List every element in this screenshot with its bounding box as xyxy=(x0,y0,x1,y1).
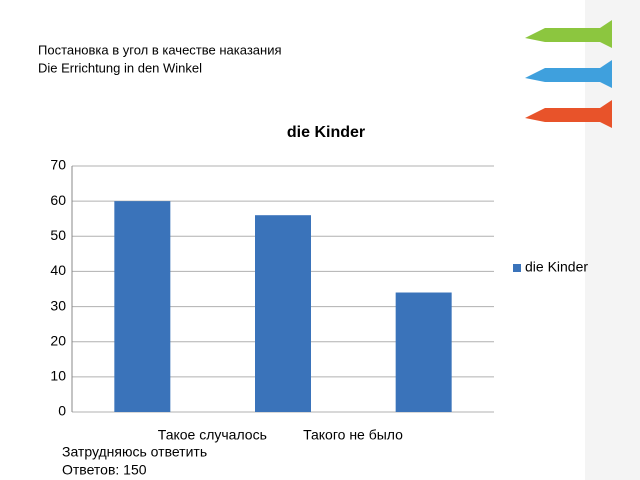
bar xyxy=(395,292,452,412)
x-tick-label: Такое случалось xyxy=(158,427,267,443)
legend-swatch xyxy=(513,264,521,272)
x-tick-label: Затрудняюсь ответить xyxy=(62,444,207,460)
footer: Ответов: 150 xyxy=(62,462,147,478)
slide-title: Постановка в угол в качестве наказания xyxy=(38,42,282,57)
y-tick-label: 10 xyxy=(50,368,66,384)
chart-title: die Kinder xyxy=(287,124,365,141)
legend-label: die Kinder xyxy=(525,259,588,275)
y-tick-label: 0 xyxy=(58,403,66,419)
y-tick-label: 40 xyxy=(50,262,66,278)
x-tick-label: Такого не было xyxy=(303,427,403,443)
y-tick-label: 50 xyxy=(50,227,66,243)
y-tick-label: 20 xyxy=(50,332,66,348)
slide-subtitle: Die Errichtung in den Winkel xyxy=(38,60,202,75)
bar xyxy=(114,201,171,412)
y-tick-label: 30 xyxy=(50,297,66,313)
decor-arrows xyxy=(525,20,612,128)
y-tick-label: 60 xyxy=(50,192,66,208)
y-tick-label: 70 xyxy=(50,157,66,173)
bar xyxy=(255,215,311,412)
